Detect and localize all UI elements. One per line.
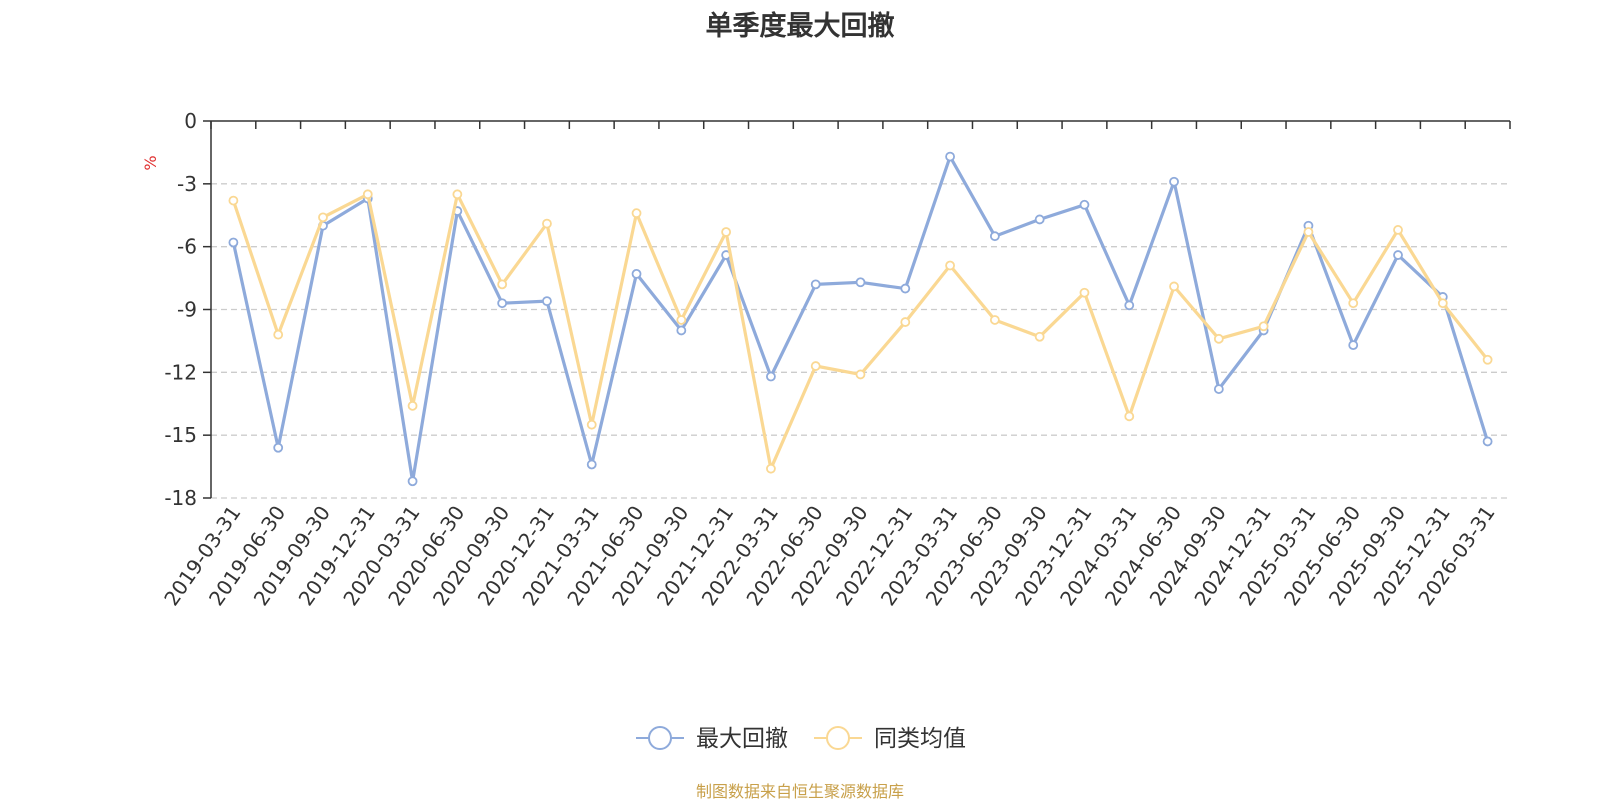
series-1-point (900, 283, 911, 294)
series-1-point (228, 237, 239, 248)
series-2-point (900, 317, 911, 327)
series-1-point (1169, 176, 1179, 187)
series-2-point (676, 315, 687, 325)
series-2-point (631, 208, 642, 219)
series-1-point (1034, 214, 1045, 225)
series-1-point (676, 325, 687, 336)
series-1-point (1348, 340, 1359, 351)
series-2-point (1079, 287, 1090, 298)
series-2-point (1124, 411, 1135, 422)
series-1-point (1213, 384, 1224, 394)
series-2-point (1348, 298, 1359, 309)
series-1-point (855, 277, 866, 288)
y-tick-label: -9 (177, 298, 197, 322)
series-1-point (1482, 436, 1493, 447)
series-2-point (586, 419, 597, 430)
y-tick-label: -3 (177, 172, 197, 196)
series-2-point (989, 315, 1000, 325)
series-1-point (766, 371, 776, 382)
series-2-point (1303, 227, 1314, 237)
series-2-point (766, 463, 776, 474)
series-1-point (1079, 199, 1090, 210)
series-2-point (1034, 331, 1045, 342)
series-2-point (1213, 333, 1224, 344)
y-tick-label: -15 (164, 423, 197, 447)
y-tick-label: -18 (164, 486, 197, 510)
legend-marker (826, 726, 850, 750)
series-2-point (810, 361, 821, 371)
series-2-point (497, 279, 508, 290)
series-2-point (542, 218, 552, 229)
source-note: 制图数据来自恒生聚源数据库 (695, 782, 904, 801)
series-2-point (1437, 298, 1448, 309)
series-2-point (1258, 321, 1269, 332)
chart-title: 单季度最大回撤 (705, 11, 895, 42)
series-1-point (1393, 250, 1403, 260)
series-2-point (721, 227, 732, 237)
series-2-point (945, 260, 955, 271)
y-tick-label: -12 (164, 360, 197, 384)
series-1-point (407, 476, 418, 487)
series-1-point (1124, 300, 1135, 311)
legend-marker (648, 726, 672, 750)
legend-label: 最大回撤 (696, 726, 788, 752)
series-1-point (989, 231, 1000, 242)
series-line-1 (231, 155, 1490, 483)
series-2-point (228, 195, 239, 206)
series-1-point (631, 268, 642, 279)
series-2-point (318, 212, 328, 223)
series-1-point (810, 279, 821, 290)
series-2-point (273, 329, 284, 340)
series-2-point (1482, 354, 1493, 365)
series-1-point (497, 298, 508, 309)
series-2-point (362, 189, 373, 200)
series-2-point (1169, 281, 1179, 292)
series-2-point (407, 400, 418, 411)
series-1-point (273, 442, 284, 453)
series-2-point (452, 189, 463, 200)
y-tick-label: -6 (177, 235, 197, 259)
series-1-point (586, 459, 597, 470)
series-2-point (1393, 225, 1403, 235)
y-axis-unit: % (141, 155, 160, 170)
legend-label: 同类均值 (874, 726, 966, 752)
series-1-point (945, 151, 955, 162)
series-1-point (542, 296, 552, 307)
series-2-point (855, 369, 866, 380)
y-tick-label: 0 (184, 109, 197, 133)
